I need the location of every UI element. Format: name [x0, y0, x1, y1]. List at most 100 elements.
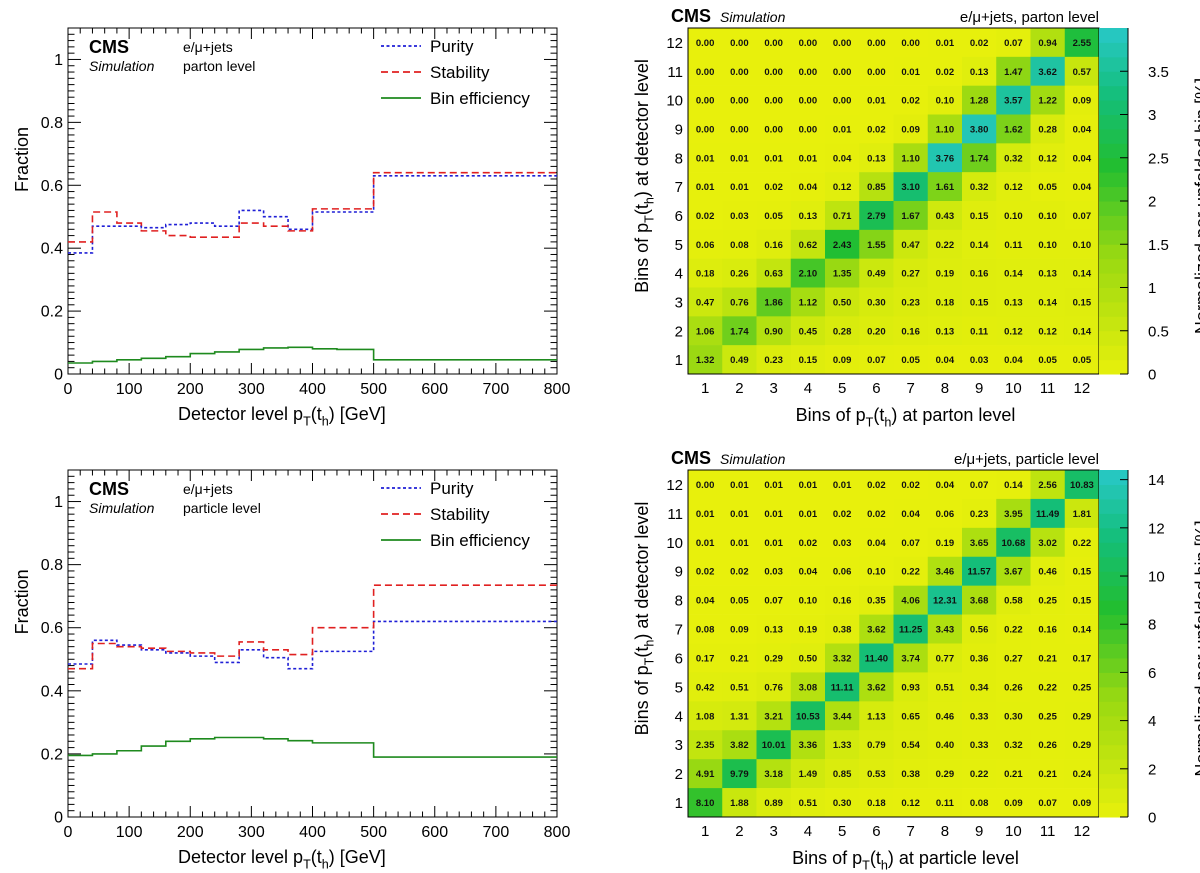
heatmap-cell: [790, 229, 826, 259]
heatmap-cell: [722, 56, 757, 86]
cell-value: 0.49: [730, 355, 749, 366]
cell-value: 0.02: [696, 211, 715, 222]
heatmap-cell: [996, 229, 1031, 259]
heatmap-cell: [927, 470, 963, 500]
cell-value: 0.01: [799, 480, 818, 491]
heatmap-cell: [688, 345, 723, 375]
cell-value: 0.51: [799, 798, 818, 809]
heatmap-cell: [688, 701, 723, 731]
cell-value: 0.51: [730, 682, 749, 693]
cell-value: 0.00: [696, 67, 715, 78]
heatmap-cell: [688, 470, 723, 500]
heatmap-cell: [756, 258, 792, 288]
heatmap-cell: [825, 470, 860, 500]
heatmap-cell: [1064, 229, 1100, 259]
cell-value: 0.05: [901, 355, 920, 366]
colorbar-title: Normalized per unfolded bin [%]: [1192, 78, 1200, 334]
cell-value: 0.22: [1004, 625, 1023, 636]
cell-value: 0.01: [730, 182, 749, 193]
heatmap-cell: [859, 28, 894, 58]
cell-value: 0.18: [936, 297, 955, 308]
heatmap-cell: [893, 498, 929, 529]
cell-value: 3.65: [970, 538, 989, 549]
y-tick-label: 0.2: [41, 746, 63, 763]
x-bin-label: 10: [1005, 823, 1022, 840]
cell-value: 0.02: [936, 67, 955, 78]
cell-value: 0.00: [799, 67, 818, 78]
heatmap-cell: [996, 143, 1031, 173]
x-axis-title-text: Detector level pT(th) [GeV]: [178, 847, 386, 871]
cell-value: 0.85: [833, 769, 852, 780]
cell-value: 3.80: [970, 124, 989, 135]
cell-value: 0.19: [936, 269, 955, 280]
colorbar-segment: [1099, 128, 1128, 144]
x-bin-label: 10: [1005, 380, 1022, 397]
heatmap-cell: [859, 498, 894, 529]
heatmap-cell: [756, 345, 792, 375]
x-bin-label: 8: [941, 380, 949, 397]
colorbar-segment: [1099, 657, 1128, 673]
cell-value: 0.15: [1073, 297, 1092, 308]
cell-value: 11.57: [968, 567, 991, 578]
heatmap-cell: [1030, 114, 1066, 144]
y-tick-label: 0: [54, 367, 63, 384]
y-bin-label: 4: [675, 708, 683, 725]
cms-label: CMS: [89, 37, 129, 57]
cell-value: 0.46: [1038, 567, 1057, 578]
heatmap-cell: [756, 28, 792, 58]
heatmap-cell: [825, 287, 860, 317]
cell-value: 0.00: [867, 38, 886, 49]
colorbar-tick-label: 10: [1148, 569, 1165, 586]
plot-p1: 0 100 200 300 400 500 600 700 800 0 0.2 0.4 0.6 0.8 1 P…: [12, 27, 571, 428]
cell-value: 0.04: [1004, 355, 1023, 366]
heatmap-cell: [996, 527, 1031, 558]
cell-value: 0.04: [1073, 182, 1092, 193]
heatmap-cell: [996, 345, 1031, 375]
cell-value: 0.11: [1004, 240, 1023, 251]
heatmap-cell: [756, 730, 792, 760]
cell-value: 0.01: [730, 509, 749, 520]
colorbar-segment: [1099, 788, 1128, 804]
cell-value: 0.76: [730, 297, 749, 308]
heatmap-cell: [859, 258, 894, 288]
cell-value: 0.11: [936, 798, 955, 809]
heatmap-cell: [722, 672, 757, 702]
heatmap-cell: [722, 287, 757, 317]
heatmap-cell: [790, 788, 826, 818]
heatmap-cell: [962, 258, 997, 288]
cell-value: 0.29: [1073, 711, 1092, 722]
heatmap-cell: [790, 527, 826, 558]
simulation-label: Simulation: [720, 9, 786, 25]
heatmap-cell: [722, 201, 757, 231]
heatmap-cell: [996, 172, 1031, 202]
legend-entry: Purity: [430, 37, 474, 56]
cell-value: 3.43: [936, 625, 955, 636]
heatmap-cell: [996, 788, 1031, 818]
colorbar-segment: [1099, 498, 1128, 514]
heatmap-cell: [962, 201, 997, 231]
x-tick-label: 200: [177, 381, 204, 398]
y-bin-label: 11: [667, 64, 683, 81]
cell-value: 0.19: [936, 538, 955, 549]
cell-value: 0.05: [1038, 355, 1057, 366]
heatmap-cell: [1030, 730, 1066, 760]
heatmap-cell: [688, 556, 723, 586]
heatmap-cell: [962, 470, 997, 500]
cell-value: 0.50: [833, 297, 852, 308]
cell-value: 0.89: [764, 798, 783, 809]
y-bin-label: 11: [667, 506, 683, 523]
cell-value: 0.01: [696, 153, 715, 164]
colorbar-tick-label: 12: [1148, 520, 1165, 537]
heatmap-cell: [790, 672, 826, 702]
cell-value: 0.15: [970, 297, 989, 308]
heatmap-cell: [996, 287, 1031, 317]
cell-value: 1.67: [901, 211, 920, 222]
cell-value: 0.01: [833, 480, 852, 491]
cell-value: 1.88: [730, 798, 749, 809]
cell-value: 3.67: [1004, 567, 1023, 578]
heatmap-cell: [722, 143, 757, 173]
cell-value: 0.25: [1038, 711, 1057, 722]
cell-value: 0.00: [730, 96, 749, 107]
x-tick-label: 800: [544, 381, 571, 398]
heatmap-cell: [893, 585, 929, 615]
